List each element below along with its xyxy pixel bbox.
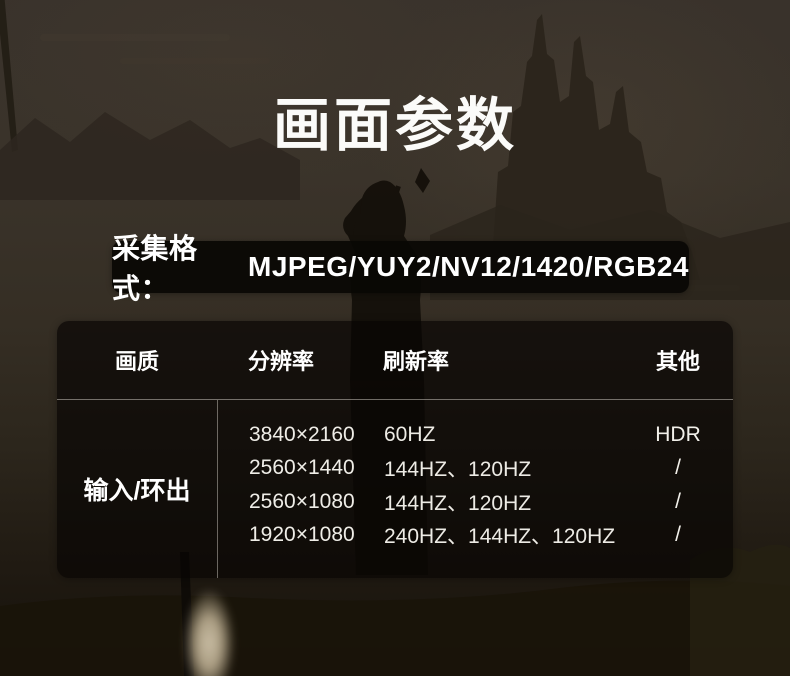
spec-table: 画质 分辨率 刷新率 其他 输入/环出 3840×2160 60HZ HDR 2…	[57, 321, 733, 578]
header-refresh: 刷新率	[383, 349, 450, 374]
header-divider	[57, 399, 733, 400]
resolution-value: 3840×2160	[249, 422, 355, 446]
branch-silhouette	[0, 0, 18, 152]
refresh-value: 60HZ	[384, 422, 436, 446]
table-row: 1920×1080 240HZ、144HZ、120HZ /	[218, 519, 733, 553]
other-value: /	[675, 523, 681, 547]
table-row: 2560×1440 144HZ、120HZ /	[218, 452, 733, 486]
header-resolution: 分辨率	[248, 349, 315, 374]
quality-cell: 输入/环出	[57, 400, 218, 578]
spec-table-body: 输入/环出 3840×2160 60HZ HDR 2560×1440 144HZ…	[57, 400, 733, 578]
ground-silhouette	[0, 580, 790, 676]
refresh-value: 144HZ、120HZ	[384, 458, 532, 482]
capture-format-label: 采集格式：	[112, 233, 198, 304]
light-glow	[183, 588, 235, 676]
mountains-left	[0, 112, 300, 200]
refresh-value: 240HZ、144HZ、120HZ	[384, 525, 616, 549]
header-quality: 画质	[114, 349, 159, 374]
page-title: 画面参数	[272, 93, 517, 158]
resolution-value: 2560×1440	[249, 456, 355, 480]
resolution-value: 1920×1080	[249, 523, 355, 547]
other-value: HDR	[655, 422, 701, 446]
table-row: 3840×2160 60HZ HDR	[218, 418, 733, 452]
spec-rows: 3840×2160 60HZ HDR 2560×1440 144HZ、120HZ…	[218, 400, 733, 578]
capture-format-bar: 采集格式： MJPEG/YUY2/NV12/1420/RGB24	[112, 233, 689, 304]
table-row: 2560×1080 144HZ、120HZ /	[218, 485, 733, 519]
refresh-value: 144HZ、120HZ	[384, 491, 532, 515]
other-value: /	[675, 456, 681, 480]
spec-table-header: 画质 分辨率 刷新率 其他	[57, 321, 733, 399]
capture-format-value: MJPEG/YUY2/NV12/1420/RGB24	[248, 251, 689, 282]
header-other: 其他	[655, 349, 700, 374]
other-value: /	[675, 489, 681, 513]
resolution-value: 2560×1080	[249, 489, 355, 513]
